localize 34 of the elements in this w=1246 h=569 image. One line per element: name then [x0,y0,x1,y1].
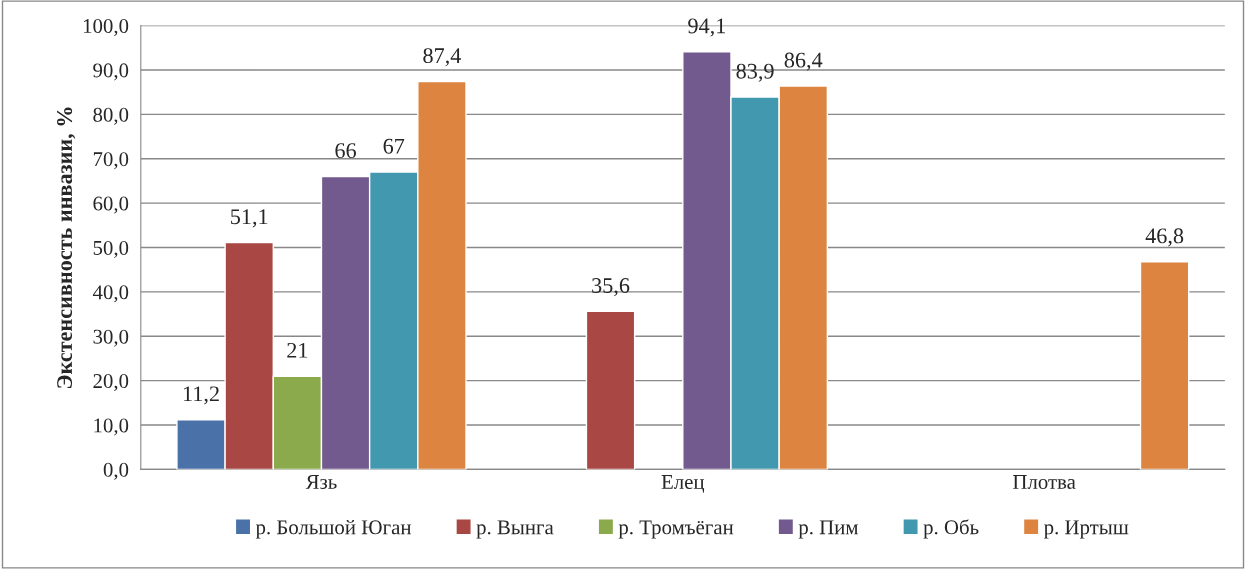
data-label: 86,4 [784,52,823,71]
legend-label: р. Пим [798,520,859,539]
data-label: 21 [287,342,308,358]
data-label: 87,4 [423,48,462,67]
data-label: 83,9 [736,63,774,82]
data-label: 67 [383,138,405,154]
data-label: 35,6 [592,278,630,297]
y-tick-label: 80,0 [93,107,129,125]
legend-label: р. Иртыш [1044,520,1129,539]
y-tick-label: 40,0 [92,285,129,303]
y-tick-label: 70,0 [93,152,129,170]
y-tick-label: 60,0 [93,196,129,214]
y-tick-label: 90,0 [93,63,129,81]
data-label: 94,1 [688,18,726,37]
x-tick-label: Елец [661,475,705,493]
y-tick-label: 50,0 [93,240,129,258]
y-tick-label: 30,0 [93,329,129,347]
y-tick-label: 0,0 [103,462,129,480]
legend-label: р. Большой Юган [255,519,412,539]
y-axis-title: Экстенсивность инвазии, % [57,107,76,388]
data-label: 51,1 [231,209,268,228]
bar [585,310,636,470]
y-tick-label: 10,0 [94,418,129,436]
x-tick-label: Плотва [1013,475,1076,489]
legend-label: р. Тромъёган [618,520,734,539]
data-label: 46,8 [1145,228,1184,247]
bar [1139,261,1190,470]
y-tick-label: 20,0 [93,374,129,392]
y-tick-label: 100,0 [83,18,129,37]
x-tick-label: Язь [305,475,337,489]
legend-label: р. Обь [923,519,979,539]
data-label: 11,2 [183,386,219,405]
data-label: 66 [335,143,357,159]
legend-label: р. Вынга [476,520,554,539]
